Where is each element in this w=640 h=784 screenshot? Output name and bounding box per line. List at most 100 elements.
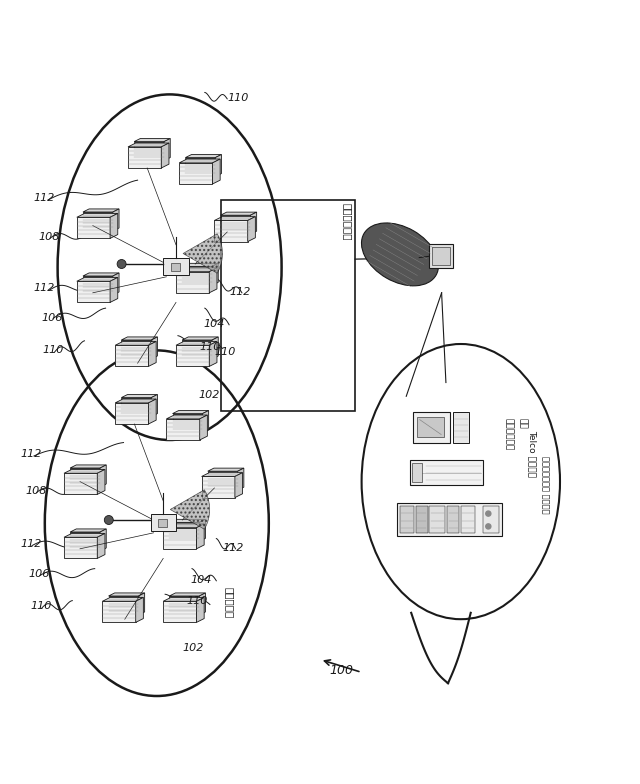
Polygon shape: [410, 460, 483, 485]
Text: バックハウル: バックハウル: [342, 203, 352, 241]
Polygon shape: [186, 154, 221, 158]
Polygon shape: [64, 537, 97, 558]
Polygon shape: [148, 399, 156, 424]
Polygon shape: [183, 234, 223, 273]
Polygon shape: [429, 506, 445, 533]
Polygon shape: [122, 340, 151, 359]
Polygon shape: [128, 147, 161, 168]
Polygon shape: [136, 597, 143, 622]
Polygon shape: [199, 519, 205, 542]
Polygon shape: [64, 474, 97, 495]
Polygon shape: [97, 533, 105, 558]
Polygon shape: [100, 465, 106, 487]
Polygon shape: [148, 342, 156, 366]
Polygon shape: [413, 412, 450, 443]
Text: 108: 108: [38, 231, 60, 241]
Text: 104: 104: [191, 575, 212, 586]
Polygon shape: [214, 220, 248, 241]
Polygon shape: [202, 411, 209, 433]
Polygon shape: [64, 533, 105, 537]
Text: ネットワーク: ネットワーク: [504, 418, 513, 450]
Polygon shape: [115, 399, 156, 403]
Polygon shape: [250, 212, 257, 234]
Polygon shape: [179, 163, 212, 184]
Polygon shape: [176, 272, 209, 292]
Polygon shape: [77, 213, 118, 217]
Polygon shape: [97, 470, 105, 495]
Polygon shape: [83, 209, 119, 212]
Polygon shape: [115, 345, 148, 366]
Polygon shape: [196, 524, 204, 549]
Polygon shape: [202, 473, 243, 477]
Polygon shape: [70, 465, 106, 468]
Polygon shape: [171, 263, 180, 271]
Polygon shape: [212, 337, 218, 359]
Polygon shape: [214, 216, 255, 220]
Text: 110: 110: [43, 345, 64, 355]
Polygon shape: [138, 593, 145, 615]
Polygon shape: [212, 263, 218, 285]
Polygon shape: [170, 593, 205, 596]
Polygon shape: [215, 154, 221, 176]
Polygon shape: [208, 468, 244, 471]
Text: 104: 104: [204, 319, 225, 329]
Polygon shape: [64, 470, 105, 474]
Polygon shape: [416, 506, 428, 533]
Polygon shape: [170, 596, 199, 615]
Polygon shape: [170, 522, 199, 542]
Polygon shape: [176, 268, 217, 272]
Polygon shape: [110, 213, 118, 238]
Circle shape: [486, 524, 491, 529]
Text: 112: 112: [229, 287, 250, 297]
Text: 106: 106: [29, 569, 50, 579]
Polygon shape: [202, 477, 235, 498]
Text: 110: 110: [200, 342, 221, 352]
Text: 112: 112: [223, 543, 244, 554]
Polygon shape: [397, 503, 502, 536]
Polygon shape: [483, 506, 499, 533]
Polygon shape: [70, 468, 100, 487]
Polygon shape: [151, 394, 157, 416]
Text: インターネット アクセス: インターネット アクセス: [541, 456, 550, 514]
Polygon shape: [209, 342, 217, 366]
Polygon shape: [400, 506, 414, 533]
Polygon shape: [182, 340, 212, 359]
Polygon shape: [113, 209, 119, 231]
Polygon shape: [447, 506, 459, 533]
Polygon shape: [429, 244, 453, 268]
Ellipse shape: [362, 223, 438, 286]
Polygon shape: [100, 529, 106, 551]
Polygon shape: [163, 524, 204, 528]
Polygon shape: [115, 342, 156, 345]
Polygon shape: [237, 468, 244, 490]
Polygon shape: [134, 142, 164, 161]
Polygon shape: [176, 342, 217, 345]
Text: 106: 106: [42, 313, 63, 323]
Polygon shape: [163, 597, 204, 601]
Circle shape: [117, 260, 126, 268]
Circle shape: [486, 511, 491, 516]
Polygon shape: [176, 345, 209, 366]
Polygon shape: [115, 403, 148, 424]
Polygon shape: [110, 278, 118, 303]
Polygon shape: [83, 273, 119, 276]
Polygon shape: [150, 514, 176, 531]
Text: 102: 102: [182, 643, 204, 653]
Polygon shape: [196, 597, 204, 622]
Polygon shape: [102, 597, 143, 601]
Polygon shape: [77, 281, 110, 303]
Polygon shape: [208, 471, 237, 490]
Polygon shape: [161, 143, 169, 168]
Polygon shape: [453, 412, 469, 443]
Polygon shape: [186, 158, 215, 176]
Polygon shape: [182, 267, 212, 285]
Polygon shape: [221, 212, 257, 215]
Polygon shape: [461, 506, 475, 533]
Text: 110: 110: [31, 601, 52, 611]
Polygon shape: [166, 415, 207, 419]
Polygon shape: [209, 268, 217, 292]
Polygon shape: [158, 519, 167, 528]
Text: 管理: 管理: [518, 418, 527, 428]
Polygon shape: [164, 139, 170, 161]
Text: 110: 110: [187, 597, 208, 606]
